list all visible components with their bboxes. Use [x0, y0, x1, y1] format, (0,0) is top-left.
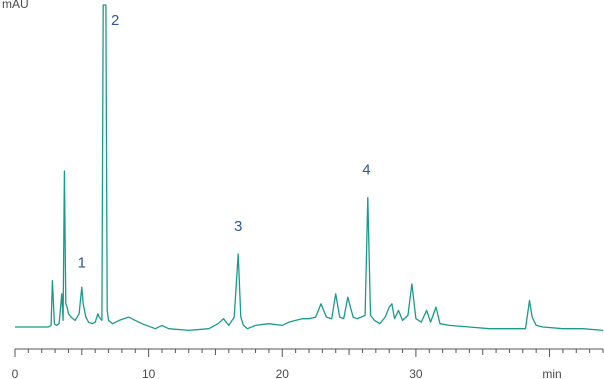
peak-labels: 1 2 3 4 [78, 12, 371, 271]
peak-label-1: 1 [78, 254, 86, 271]
peak-label-2: 2 [111, 12, 119, 29]
x-axis-unit-label: min [542, 367, 561, 379]
peak-label-4: 4 [362, 161, 370, 178]
x-axis: 0 10 20 30 min [12, 348, 604, 379]
x-tick-label-0: 0 [12, 367, 19, 379]
peak-label-3: 3 [234, 218, 242, 235]
x-tick-label-20: 20 [276, 367, 290, 379]
x-tick-label-30: 30 [409, 367, 423, 379]
series-line-0 [15, 4, 604, 332]
y-axis-label: mAU [2, 0, 29, 11]
x-tick-label-10: 10 [142, 367, 156, 379]
plot-area [15, 4, 604, 332]
